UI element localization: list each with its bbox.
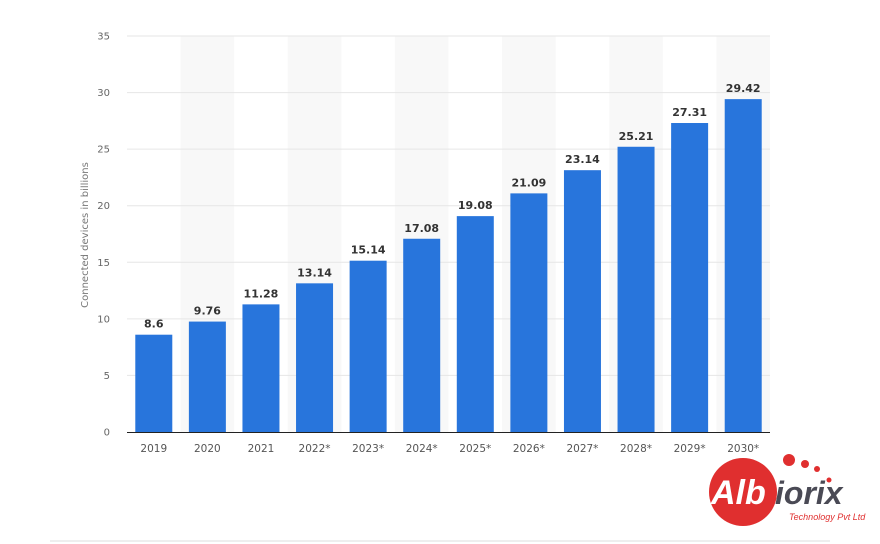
gridlines: 0 5 10 15 20 25 30 35 <box>97 32 770 439</box>
data-label: 11.28 <box>244 287 279 300</box>
bar-2021[interactable] <box>242 304 280 432</box>
x-tick-label: 2020 <box>194 443 221 455</box>
x-tick-label: 2028* <box>620 443 652 455</box>
data-label: 9.76 <box>194 305 221 318</box>
bar-2024*[interactable] <box>403 238 441 432</box>
data-label: 23.14 <box>565 153 600 166</box>
data-label: 8.6 <box>144 318 164 331</box>
logo-circle <box>709 458 777 526</box>
data-label: 25.21 <box>619 130 654 143</box>
logo-text-iorix: iorix <box>775 475 844 511</box>
data-label: 29.42 <box>726 82 761 95</box>
bar-2029*[interactable] <box>671 123 709 432</box>
y-tick-label: 25 <box>97 145 110 156</box>
divider <box>50 540 830 542</box>
bar-2026*[interactable] <box>510 193 548 432</box>
x-tick-label: 2024* <box>406 443 438 455</box>
bar-2019[interactable] <box>135 334 173 432</box>
x-tick-label: 2023* <box>352 443 384 455</box>
x-tick-label: 2029* <box>674 443 706 455</box>
x-axis-ticks: 2019 2020 2021 2022* 2023* 2024* 2025* 2026* 202… <box>140 443 759 455</box>
y-tick-label: 15 <box>97 258 110 269</box>
y-tick-label: 5 <box>104 371 110 382</box>
data-label: 13.14 <box>297 266 332 279</box>
y-tick-label: 35 <box>97 32 110 43</box>
bar-2025*[interactable] <box>456 216 494 432</box>
data-label: 21.09 <box>511 176 546 189</box>
bar-2028*[interactable] <box>617 146 655 433</box>
x-tick-label: 2019 <box>140 443 167 455</box>
x-tick-label: 2030* <box>727 443 759 455</box>
data-labels: 8.6 9.76 11.28 13.14 15.14 17.08 19.08 21.09 23.… <box>144 82 761 331</box>
bar-2030*[interactable] <box>724 99 762 432</box>
x-tick-label: 2025* <box>459 443 491 455</box>
y-tick-label: 30 <box>97 88 110 99</box>
y-axis-label: Connected devices in billions <box>80 162 91 308</box>
x-tick-label: 2026* <box>513 443 545 455</box>
logo-text-alb: Alb <box>710 474 766 512</box>
bar-2022*[interactable] <box>296 283 334 432</box>
bars <box>135 99 762 433</box>
bar-2020[interactable] <box>188 321 226 432</box>
y-tick-label: 0 <box>104 428 110 439</box>
x-tick-label: 2027* <box>566 443 598 455</box>
data-label: 27.31 <box>672 106 707 119</box>
x-tick-label: 2021 <box>248 443 275 455</box>
x-tick-label: 2022* <box>299 443 331 455</box>
y-tick-label: 10 <box>97 314 110 325</box>
data-label: 19.08 <box>458 199 493 212</box>
albiorix-logo: Alb iorix Technology Pvt Ltd <box>709 454 866 526</box>
y-tick-label: 20 <box>97 201 110 212</box>
bar-2023*[interactable] <box>349 260 387 432</box>
data-label: 17.08 <box>404 222 439 235</box>
data-label: 15.14 <box>351 244 386 257</box>
bar-2027*[interactable] <box>563 170 601 432</box>
logo-tagline: Technology Pvt Ltd <box>789 512 866 522</box>
